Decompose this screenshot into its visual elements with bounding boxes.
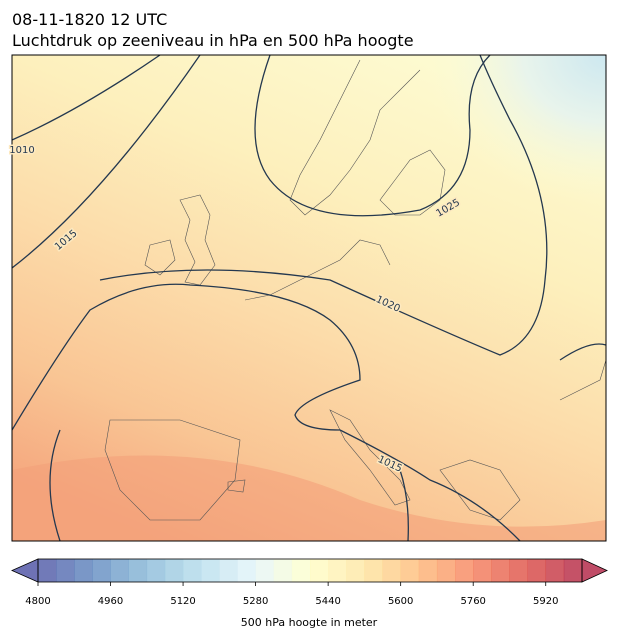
height-field-south: [12, 455, 606, 541]
colorbar-bin: [563, 559, 583, 582]
colorbar-bin: [291, 559, 311, 582]
colorbar-bin: [255, 559, 275, 582]
colorbar-frame: [37, 558, 583, 583]
colorbar-bin: [491, 559, 510, 582]
colorbar-bin: [455, 559, 474, 582]
colorbar-extend-high: [581, 558, 608, 583]
colorbar-tick-label: 5600: [388, 596, 413, 607]
colorbar-bin: [527, 559, 547, 582]
colorbar-tick-label: 4960: [98, 596, 123, 607]
colorbar-bin: [38, 559, 57, 582]
colorbar-bin: [436, 559, 456, 582]
colorbar-tick-label: 5120: [170, 596, 195, 607]
colorbar-bin: [328, 559, 347, 582]
colorbar-tick-label: 5280: [243, 596, 268, 607]
isobars: [12, 55, 606, 541]
colorbar-bin: [418, 559, 438, 582]
colorbar-bin: [56, 559, 75, 582]
height-field-north: [300, 55, 606, 305]
colorbar-bin: [110, 559, 129, 582]
colorbar-tick-label: 4800: [25, 596, 50, 607]
colorbar-bin: [201, 559, 220, 582]
colorbar-bin: [473, 559, 492, 582]
map-frame: [11, 54, 607, 542]
colorbar-bin: [364, 559, 383, 582]
colorbar-bin: [509, 559, 528, 582]
colorbar-tick-label: 5760: [460, 596, 485, 607]
colorbar-bin: [74, 559, 93, 582]
colorbar-bin: [219, 559, 238, 582]
colorbar-bin: [273, 559, 293, 582]
colorbar-bin: [237, 559, 256, 582]
colorbar-bin: [146, 559, 166, 582]
colorbar-bin: [310, 559, 329, 582]
colorbar-bin: [400, 559, 420, 582]
colorbar-bin: [128, 559, 148, 582]
colorbar-label: 500 hPa hoogte in meter: [241, 616, 378, 629]
map-area: [12, 55, 606, 541]
colorbar-bin: [545, 559, 565, 582]
colorbar-extend-low: [11, 558, 39, 583]
colorbar-bin: [92, 559, 111, 582]
map-title: Luchtdruk op zeeniveau in hPa en 500 hPa…: [12, 31, 414, 50]
colorbar-tick-label: 5440: [315, 596, 340, 607]
colorbar-bin: [346, 559, 365, 582]
datetime: 08-11-1820 12 UTC: [12, 10, 167, 29]
colorbar-bin: [164, 559, 184, 582]
isobar-label: 1010: [9, 145, 34, 156]
colorbar-bin: [382, 559, 401, 582]
colorbar-bin: [183, 559, 202, 582]
colorbar-tick-label: 5920: [533, 596, 558, 607]
